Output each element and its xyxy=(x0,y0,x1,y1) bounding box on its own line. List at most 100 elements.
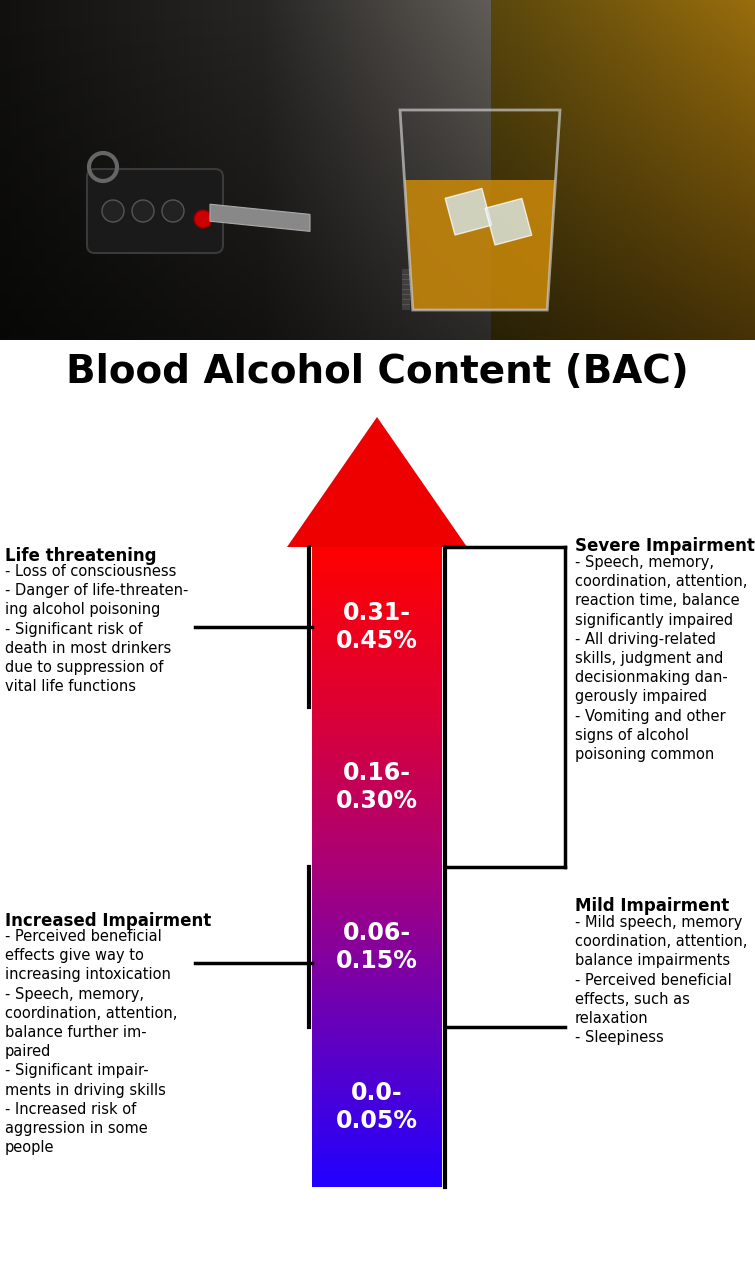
Bar xyxy=(234,0,235,339)
Bar xyxy=(685,0,686,339)
Bar xyxy=(704,0,705,339)
Bar xyxy=(226,0,227,339)
Bar xyxy=(59,0,60,339)
Bar xyxy=(389,0,390,339)
Bar xyxy=(312,678,442,680)
Bar xyxy=(752,0,753,339)
Bar xyxy=(88,0,89,339)
Bar xyxy=(222,0,223,339)
Bar xyxy=(312,1054,442,1056)
Bar xyxy=(180,0,181,339)
Bar xyxy=(312,915,442,917)
Bar xyxy=(312,906,442,910)
Bar xyxy=(99,0,100,339)
Bar xyxy=(712,0,713,339)
Bar xyxy=(402,284,410,290)
Bar xyxy=(637,0,638,339)
Bar xyxy=(312,923,442,925)
Bar xyxy=(241,0,242,339)
Polygon shape xyxy=(210,204,310,231)
Bar xyxy=(708,0,709,339)
Bar xyxy=(415,0,416,339)
Bar xyxy=(364,0,365,339)
Bar xyxy=(369,0,370,339)
Bar xyxy=(714,0,715,339)
Bar xyxy=(125,0,126,339)
Bar xyxy=(592,0,593,339)
Bar xyxy=(312,819,442,822)
Bar xyxy=(312,637,442,640)
Bar xyxy=(419,0,420,339)
Bar xyxy=(312,589,442,592)
Bar xyxy=(105,0,106,339)
Bar xyxy=(634,0,635,339)
Bar xyxy=(584,0,585,339)
Bar xyxy=(428,0,429,339)
Bar xyxy=(580,0,581,339)
Bar xyxy=(173,0,174,339)
Bar xyxy=(358,0,359,339)
Bar xyxy=(538,0,539,339)
Bar xyxy=(57,0,58,339)
Bar xyxy=(312,912,442,915)
Bar xyxy=(77,0,78,339)
Bar xyxy=(363,0,364,339)
Bar xyxy=(473,0,474,339)
Bar xyxy=(312,776,442,779)
Bar xyxy=(312,602,442,606)
Bar xyxy=(710,0,711,339)
Bar xyxy=(115,0,116,339)
Bar xyxy=(250,0,251,339)
Bar xyxy=(326,0,327,339)
Bar xyxy=(312,1018,442,1022)
Bar xyxy=(343,0,344,339)
Bar xyxy=(539,0,540,339)
Bar xyxy=(312,970,442,974)
Bar xyxy=(613,0,614,339)
Bar xyxy=(312,1026,442,1030)
Bar xyxy=(451,0,452,339)
Bar xyxy=(294,0,295,339)
Text: Severe Impairment: Severe Impairment xyxy=(575,538,755,555)
Bar xyxy=(679,0,680,339)
Bar xyxy=(102,0,103,339)
Bar xyxy=(312,563,442,565)
Bar xyxy=(644,0,645,339)
Bar xyxy=(572,0,573,339)
Bar xyxy=(723,0,724,339)
Bar xyxy=(312,992,442,994)
Bar xyxy=(24,0,25,339)
Bar xyxy=(75,0,76,339)
Bar xyxy=(730,0,731,339)
Bar xyxy=(104,0,105,339)
Bar xyxy=(643,0,644,339)
Bar xyxy=(141,0,142,339)
Bar xyxy=(312,575,442,579)
Bar xyxy=(508,0,509,339)
Bar xyxy=(288,0,289,339)
Bar xyxy=(518,0,519,339)
Bar xyxy=(547,0,548,339)
Bar xyxy=(131,0,132,339)
Bar xyxy=(489,0,490,339)
Bar xyxy=(204,0,205,339)
Bar xyxy=(449,0,450,339)
Text: - Perceived beneficial
effects give way to
increasing intoxication
- Speech, mem: - Perceived beneficial effects give way … xyxy=(5,929,177,1155)
Bar xyxy=(372,0,373,339)
Bar xyxy=(227,0,228,339)
Bar xyxy=(673,0,674,339)
Bar xyxy=(140,0,141,339)
Bar xyxy=(453,0,454,339)
Bar xyxy=(312,616,442,618)
Bar xyxy=(199,0,200,339)
Bar xyxy=(312,693,442,697)
Bar xyxy=(196,0,197,339)
Bar xyxy=(35,0,36,339)
Bar xyxy=(312,743,442,747)
Bar xyxy=(170,0,171,339)
Bar xyxy=(312,568,442,570)
Bar xyxy=(748,0,749,339)
Bar xyxy=(312,832,442,835)
Bar xyxy=(63,0,64,339)
Bar xyxy=(97,0,98,339)
